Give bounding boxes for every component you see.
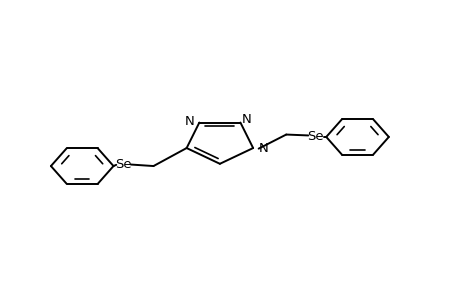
Text: N: N [184, 115, 194, 128]
Text: N: N [241, 113, 251, 126]
Text: Se: Se [115, 158, 132, 171]
Text: N: N [258, 142, 268, 155]
Text: Se: Se [306, 130, 323, 143]
